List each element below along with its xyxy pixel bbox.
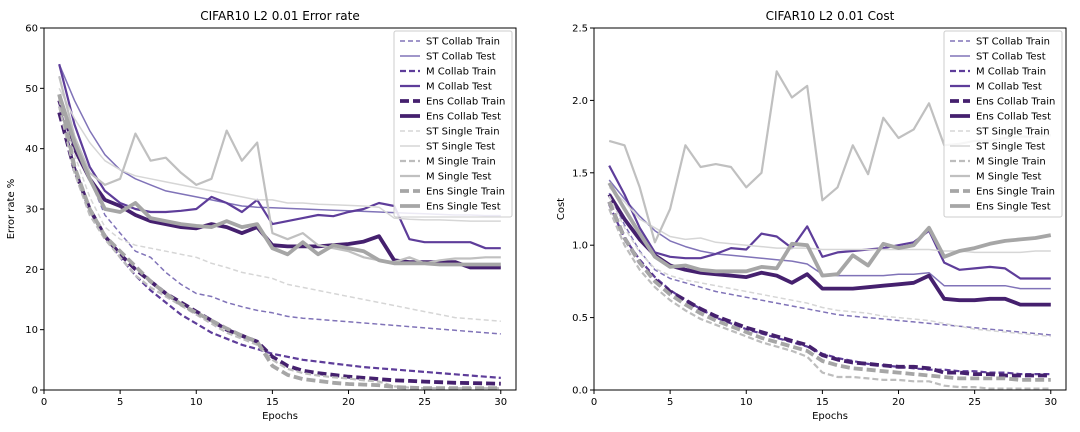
- series-line-ens-single-test: [607, 181, 1052, 278]
- legend-label: ST Single Test: [426, 142, 495, 153]
- legend-label: M Collab Test: [976, 82, 1042, 93]
- series-line-st-collab-train: [58, 76, 501, 335]
- series-line-ens-collab-train: [607, 201, 1051, 378]
- x-tick-label: 0: [41, 397, 47, 408]
- legend-label: ST Collab Test: [976, 52, 1046, 63]
- series-line-ens-collab-train: [57, 112, 501, 386]
- series-line-ens-single-test: [57, 93, 501, 267]
- legend-box: [943, 30, 1063, 218]
- chart-title: CIFAR10 L2 0.01 Cost: [766, 9, 895, 23]
- x-tick-label: 15: [266, 397, 279, 408]
- x-tick-label: 30: [1044, 397, 1057, 408]
- y-tick-label: 10: [25, 325, 38, 336]
- series-line-m-collab-test: [58, 63, 501, 250]
- legend-label: Ens Single Train: [426, 187, 505, 198]
- legend-label: Ens Collab Train: [976, 97, 1055, 108]
- legend-label: Ens Collab Test: [976, 112, 1051, 123]
- series-line-m-single-train: [58, 106, 501, 390]
- y-axis-label: Error rate %: [6, 179, 17, 240]
- legend-label: Ens Single Train: [976, 187, 1055, 198]
- legend-label: ST Single Train: [976, 127, 1050, 138]
- series-lines: [57, 63, 501, 391]
- legend: ST Collab Train ST Collab Test M Collab Tr…: [393, 30, 513, 218]
- y-tick-label: 30: [25, 205, 38, 216]
- x-axis-label: Epochs: [262, 411, 298, 422]
- x-tick-label: 30: [494, 397, 507, 408]
- x-axis-label: Epochs: [812, 411, 848, 422]
- series-line-ens-collab-test: [607, 193, 1051, 307]
- x-tick-label: 20: [342, 397, 355, 408]
- series-line-m-single-train: [608, 208, 1051, 390]
- legend-label: Ens Single Test: [426, 202, 501, 213]
- legend-label: M Collab Test: [426, 82, 492, 93]
- series-line-ens-single-train: [57, 94, 501, 391]
- x-tick-label: 10: [190, 397, 203, 408]
- legend: ST Collab Train ST Collab Test M Collab Tr…: [943, 30, 1063, 218]
- legend-label: Ens Collab Train: [426, 97, 505, 108]
- legend-label: ST Collab Train: [426, 37, 500, 48]
- y-tick-label: 2.0: [572, 96, 588, 107]
- x-tick-label: 0: [591, 397, 597, 408]
- series-line-m-collab-test: [608, 165, 1051, 280]
- legend-label: M Collab Train: [426, 67, 496, 78]
- legend-label: M Single Train: [976, 157, 1046, 168]
- chart-2: 0 5 10 15 20 25 30 0.0 0.5 1.0 1.5 2.0 2.5 CIFAR10 L2…: [556, 9, 1067, 422]
- legend-label: ST Collab Test: [426, 52, 496, 63]
- legend-label: Ens Single Test: [976, 202, 1051, 213]
- x-tick-label: 5: [117, 397, 123, 408]
- y-tick-label: 0: [32, 386, 38, 397]
- y-tick-label: 40: [25, 144, 38, 155]
- series-line-st-single-train: [58, 100, 501, 322]
- legend-label: M Single Test: [976, 172, 1041, 183]
- series-line-st-single-train: [608, 195, 1051, 338]
- y-tick-label: 20: [25, 265, 38, 276]
- x-tick-label: 25: [968, 397, 981, 408]
- y-tick-label: 1.0: [572, 241, 588, 252]
- chart-1: 0 5 10 15 20 25 30 0 10 20 30 40 50 60 CIFAR10 L2 0.01…: [6, 9, 517, 422]
- y-tick-label: 1.5: [572, 168, 588, 179]
- x-tick-label: 5: [667, 397, 673, 408]
- legend-label: ST Collab Train: [976, 37, 1050, 48]
- x-tick-label: 15: [816, 397, 829, 408]
- x-tick-label: 10: [740, 397, 753, 408]
- legend-label: M Single Test: [426, 172, 491, 183]
- y-tick-label: 2.5: [572, 24, 588, 35]
- y-tick-label: 50: [25, 84, 38, 95]
- legend-label: Ens Collab Test: [426, 112, 501, 123]
- series-line-st-single-test: [58, 87, 501, 222]
- series-lines: [607, 70, 1052, 390]
- y-tick-label: 60: [25, 24, 38, 35]
- legend-label: ST Single Train: [426, 127, 500, 138]
- series-line-ens-single-train: [607, 201, 1051, 382]
- y-tick-label: 0.5: [572, 313, 588, 324]
- legend-label: M Single Train: [426, 157, 496, 168]
- legend-label: ST Single Test: [976, 142, 1045, 153]
- series-line-st-collab-train: [608, 192, 1051, 336]
- x-tick-label: 20: [892, 397, 905, 408]
- legend-label: M Collab Train: [976, 67, 1046, 78]
- chart-title: CIFAR10 L2 0.01 Error rate: [200, 9, 359, 23]
- y-tick-label: 0.0: [572, 386, 588, 397]
- x-tick-label: 25: [418, 397, 431, 408]
- series-line-st-single-test: [608, 186, 1051, 254]
- legend-box: [393, 30, 513, 218]
- plot-frame: [593, 27, 1067, 391]
- y-axis-label: Cost: [556, 198, 567, 220]
